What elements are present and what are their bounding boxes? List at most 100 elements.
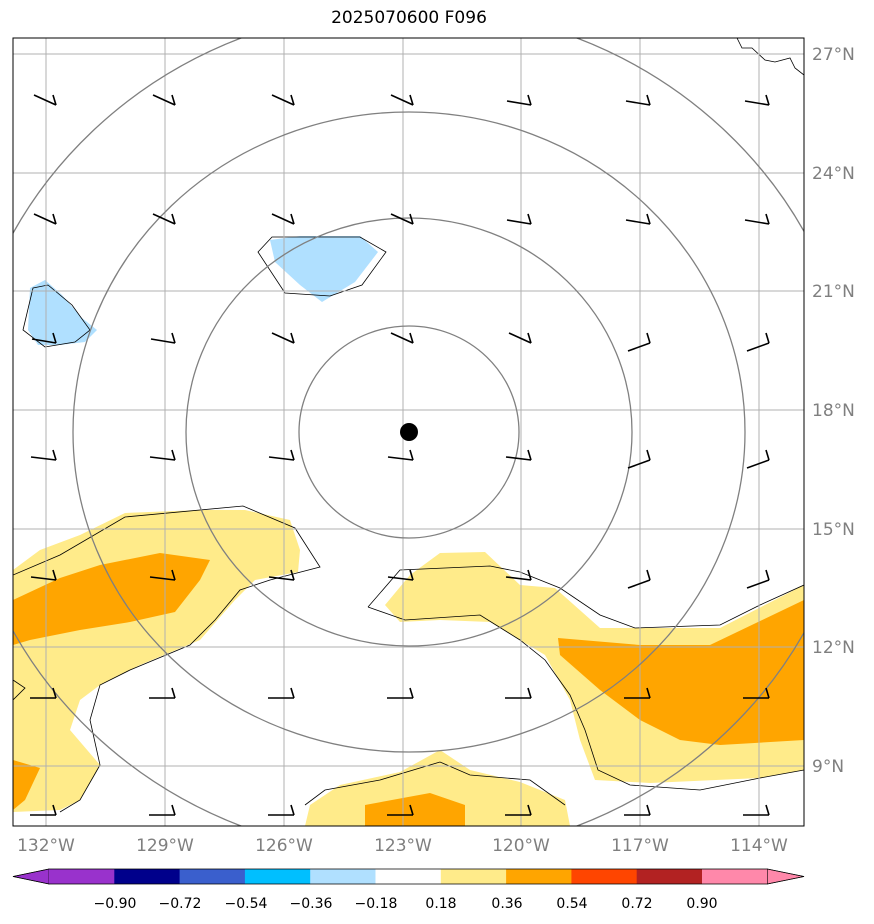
colorbar-tick-label: −0.36 <box>290 896 333 912</box>
wind-barb-feather <box>409 213 414 225</box>
colorbar-extend-low <box>12 868 50 885</box>
wind-barb-feather <box>409 687 414 699</box>
wind-barb-feather <box>290 332 295 344</box>
wind-barb <box>506 100 532 106</box>
lat-label: 27°N <box>812 45 855 65</box>
colorbar-tick-label: −0.54 <box>225 896 268 912</box>
colorbar-segment <box>636 869 703 884</box>
wind-barb <box>744 219 770 225</box>
wind-barb-feather <box>52 332 57 344</box>
wind-barb <box>746 342 770 352</box>
lon-label: 129°W <box>136 836 194 856</box>
wind-barb-feather <box>527 449 532 461</box>
wind-barb <box>506 219 532 225</box>
wind-barb-feather <box>765 213 770 225</box>
wind-barb <box>627 342 651 352</box>
wind-barb-feather <box>290 213 295 225</box>
wind-barb-feather <box>646 687 651 699</box>
storm-center-marker <box>400 423 418 441</box>
coastline <box>736 38 804 76</box>
lat-label: 21°N <box>812 282 855 302</box>
wind-barb-feather <box>171 569 176 581</box>
range-ring-1 <box>298 325 520 539</box>
map-frame <box>12 37 805 827</box>
wind-barb-feather <box>290 804 295 816</box>
wind-barb-feather <box>527 804 532 816</box>
lon-label: 132°W <box>17 836 75 856</box>
wind-barb-feather <box>527 687 532 699</box>
contour-line-7 <box>13 679 26 701</box>
wind-barb-feather <box>646 332 651 344</box>
contour-orange-west-2 <box>13 760 40 810</box>
wind-barb <box>31 338 57 344</box>
range-ring-2 <box>185 217 633 647</box>
wind-barb <box>149 456 176 461</box>
wind-barb-feather <box>290 569 295 581</box>
gridlines <box>13 38 804 826</box>
contour-light-blue-1 <box>28 280 97 345</box>
wind-barb-feather <box>171 804 176 816</box>
wind-barb-feather <box>171 687 176 699</box>
wind-barb-feather <box>171 94 176 106</box>
contour-line-6 <box>304 761 566 806</box>
colorbar-tick-label: −0.72 <box>159 896 202 912</box>
colorbar-tick-label: 0.72 <box>621 896 652 912</box>
wind-barb <box>387 456 414 461</box>
colorbar-segment <box>702 869 768 884</box>
wind-barb-feather <box>171 449 176 461</box>
colorbar-tick-label: 0.36 <box>491 896 522 912</box>
wind-barb <box>150 338 176 344</box>
wind-barb-feather <box>409 332 414 344</box>
wind-barb-feather <box>52 687 57 699</box>
contour-line-1 <box>22 284 91 348</box>
wind-barb-feather <box>765 332 770 344</box>
colorbar-tick-label: −0.18 <box>355 896 398 912</box>
wind-barb-feather <box>409 804 414 816</box>
wind-barb <box>390 332 414 344</box>
wind-barb <box>149 576 176 581</box>
lat-labels: 27°N 24°N 21°N 18°N 15°N 12°N 9°N <box>812 45 855 777</box>
lon-label: 123°W <box>374 836 432 856</box>
colorbar-segment <box>310 869 376 884</box>
wind-barb-feather <box>290 94 295 106</box>
wind-barb-feather <box>527 569 532 581</box>
lon-label: 126°W <box>255 836 313 856</box>
contour-orange-east <box>558 600 804 745</box>
lat-label: 24°N <box>812 164 855 184</box>
contour-line-5 <box>367 606 804 791</box>
wind-barb <box>390 213 414 225</box>
wind-barb <box>390 94 414 106</box>
contour-line-2 <box>257 236 387 297</box>
contour-orange-west <box>13 553 210 645</box>
map-plot-area <box>13 38 804 826</box>
lon-labels: 132°W 129°W 126°W 123°W 120°W 117°W 114°… <box>17 836 788 856</box>
wind-barb <box>746 579 770 589</box>
filled-contours <box>13 236 804 826</box>
range-rings <box>13 38 804 826</box>
lon-label: 120°W <box>492 836 550 856</box>
wind-barb <box>33 94 57 106</box>
wind-barb-feather <box>527 213 532 225</box>
wind-barb <box>505 456 532 461</box>
range-ring-3 <box>72 111 746 753</box>
wind-barb <box>508 332 532 344</box>
wind-barb <box>30 456 57 461</box>
colorbar-segment <box>49 869 115 884</box>
wind-barb-feather <box>765 687 770 699</box>
wind-barb-feather <box>171 332 176 344</box>
colorbar-tick-label: −0.90 <box>94 896 137 912</box>
wind-barb <box>505 576 532 581</box>
wind-barb-feather <box>646 804 651 816</box>
wind-barb <box>627 459 651 469</box>
wind-barb <box>152 213 176 225</box>
wind-barb <box>271 213 295 225</box>
wind-barb <box>271 94 295 106</box>
wind-barb-feather <box>290 687 295 699</box>
wind-barb-feather <box>527 332 532 344</box>
lon-label: 117°W <box>611 836 669 856</box>
wind-barb <box>387 576 414 581</box>
lon-label: 114°W <box>730 836 788 856</box>
wind-barb <box>33 213 57 225</box>
colorbar-tick-label: 0.18 <box>425 896 456 912</box>
